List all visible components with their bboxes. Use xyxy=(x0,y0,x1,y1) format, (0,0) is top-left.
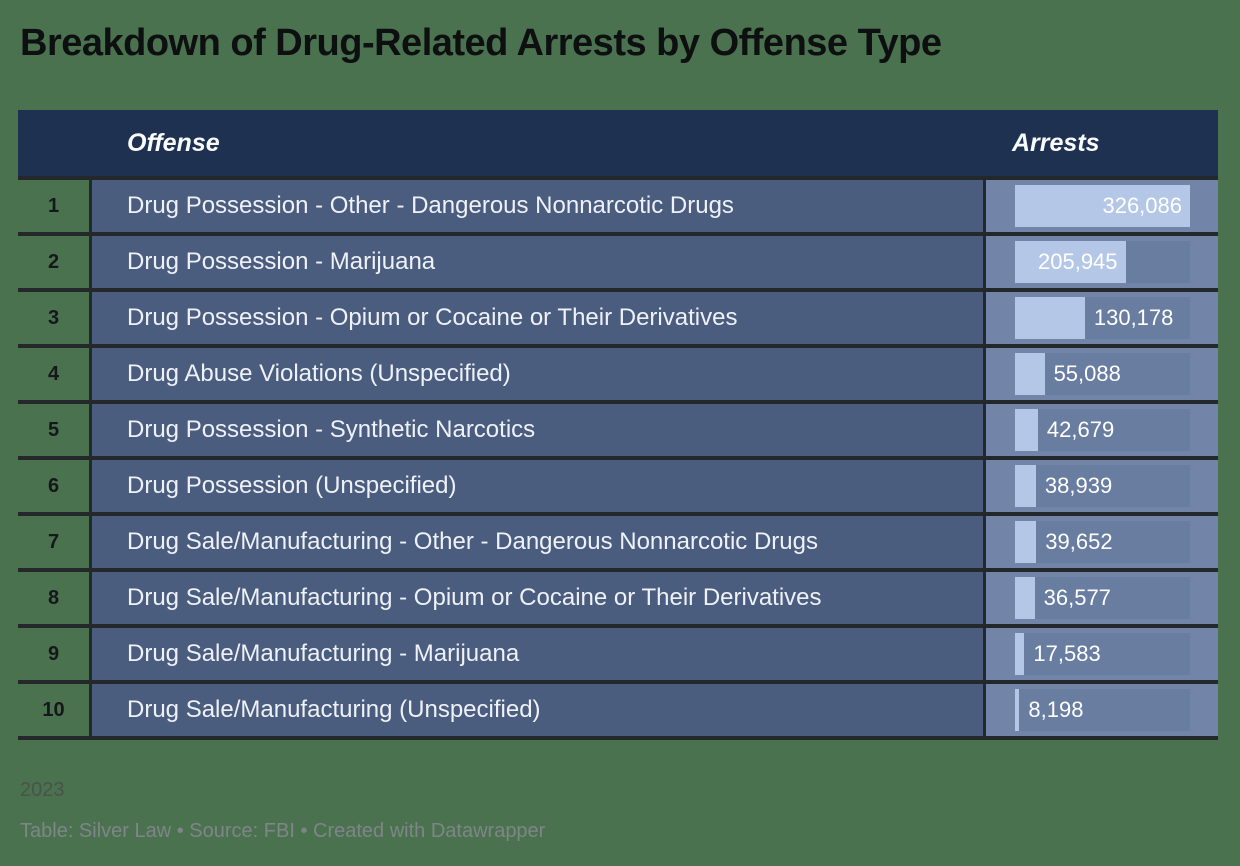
arrests-value: 42,679 xyxy=(1046,417,1115,442)
chart-note-year: 2023 xyxy=(20,779,65,801)
value-bar xyxy=(1015,185,1190,227)
arrests-cell: 39,652 xyxy=(986,516,1218,568)
table-row: 7 Drug Sale/Manufacturing - Other - Dange… xyxy=(18,512,1218,568)
arrests-value: 39,652 xyxy=(1045,529,1113,554)
rank-cell: 10 xyxy=(18,684,92,736)
value-bar xyxy=(1015,297,1085,339)
value-bar xyxy=(1015,353,1045,395)
table-row: 9 Drug Sale/Manufacturing - Marijuana 17,5… xyxy=(18,624,1218,680)
table-row: 4 Drug Abuse Violations (Unspecified) 55,0… xyxy=(18,344,1218,400)
table-header-row: Offense Arrests xyxy=(18,110,1218,180)
chart-attribution: Table: Silver Law • Source: FBI • Create… xyxy=(20,820,546,842)
page-title: Breakdown of Drug-Related Arrests by Off… xyxy=(20,22,942,64)
bar-track: 36,577 xyxy=(1015,577,1190,619)
offense-cell: Drug Sale/Manufacturing - Opium or Cocai… xyxy=(92,572,986,624)
rank-cell: 8 xyxy=(18,572,92,624)
arrests-cell: 326,086 xyxy=(986,180,1218,232)
bar-track: 38,939 xyxy=(1015,465,1190,507)
rank-cell: 3 xyxy=(18,292,92,344)
rank-cell: 4 xyxy=(18,348,92,400)
value-bar xyxy=(1015,577,1035,619)
rank-cell: 5 xyxy=(18,404,92,456)
rank-cell: 9 xyxy=(18,628,92,680)
arrests-cell: 8,198 xyxy=(986,684,1218,736)
offense-cell: Drug Possession - Synthetic Narcotics xyxy=(92,404,986,456)
value-bar xyxy=(1015,633,1025,675)
table-row: 10 Drug Sale/Manufacturing (Unspecified) 8… xyxy=(18,680,1218,736)
value-bar xyxy=(1015,465,1036,507)
arrests-value: 326,086 xyxy=(1102,193,1182,218)
arrests-cell: 205,945 xyxy=(986,236,1218,288)
bar-track: 42,679 xyxy=(1015,409,1190,451)
column-header-arrests: Arrests xyxy=(1012,128,1100,157)
offense-cell: Drug Possession - Marijuana xyxy=(92,236,986,288)
rank-cell: 6 xyxy=(18,460,92,512)
arrests-value: 205,945 xyxy=(1038,249,1118,274)
arrests-value: 130,178 xyxy=(1093,305,1174,330)
arrests-cell: 36,577 xyxy=(986,572,1218,624)
arrests-cell: 42,679 xyxy=(986,404,1218,456)
arrests-table: Offense Arrests 1 Drug Possession - Other… xyxy=(18,110,1218,740)
table-row: 3 Drug Possession - Opium or Cocaine or T… xyxy=(18,288,1218,344)
column-header-offense: Offense xyxy=(127,128,220,157)
bar-track: 55,088 xyxy=(1015,353,1190,395)
arrests-cell: 17,583 xyxy=(986,628,1218,680)
offense-cell: Drug Sale/Manufacturing - Other - Danger… xyxy=(92,516,986,568)
table-row: 1 Drug Possession - Other - Dangerous Non… xyxy=(18,180,1218,232)
bar-track: 17,583 xyxy=(1015,633,1190,675)
offense-cell: Drug Possession - Opium or Cocaine or Th… xyxy=(92,292,986,344)
bar-track: 130,178 xyxy=(1015,297,1190,339)
value-bar xyxy=(1015,689,1020,731)
table-row: 8 Drug Sale/Manufacturing - Opium or Coca… xyxy=(18,568,1218,624)
rank-cell: 2 xyxy=(18,236,92,288)
value-bar xyxy=(1015,409,1038,451)
arrests-value: 55,088 xyxy=(1053,361,1121,386)
arrests-cell: 55,088 xyxy=(986,348,1218,400)
table-row: 2 Drug Possession - Marijuana 205,945 xyxy=(18,232,1218,288)
offense-cell: Drug Sale/Manufacturing - Marijuana xyxy=(92,628,986,680)
arrests-value: 38,939 xyxy=(1044,473,1113,498)
rank-cell: 1 xyxy=(18,180,92,232)
arrests-value: 8,198 xyxy=(1028,697,1084,722)
value-bar xyxy=(1015,241,1126,283)
offense-cell: Drug Possession (Unspecified) xyxy=(92,460,986,512)
table-row: 5 Drug Possession - Synthetic Narcotics 42… xyxy=(18,400,1218,456)
bar-track: 205,945 xyxy=(1015,241,1190,283)
table-body: 1 Drug Possession - Other - Dangerous Non… xyxy=(18,180,1218,740)
bar-track: 326,086 xyxy=(1015,185,1190,227)
table-row: 6 Drug Possession (Unspecified) 38,939 xyxy=(18,456,1218,512)
arrests-cell: 38,939 xyxy=(986,460,1218,512)
arrests-value: 36,577 xyxy=(1043,585,1111,610)
value-bar xyxy=(1015,521,1037,563)
offense-cell: Drug Sale/Manufacturing (Unspecified) xyxy=(92,684,986,736)
bar-track: 39,652 xyxy=(1015,521,1190,563)
bar-track: 8,198 xyxy=(1015,689,1190,731)
rank-cell: 7 xyxy=(18,516,92,568)
arrests-value: 17,583 xyxy=(1033,641,1101,666)
arrests-cell: 130,178 xyxy=(986,292,1218,344)
offense-cell: Drug Possession - Other - Dangerous Nonn… xyxy=(92,180,986,232)
offense-cell: Drug Abuse Violations (Unspecified) xyxy=(92,348,986,400)
